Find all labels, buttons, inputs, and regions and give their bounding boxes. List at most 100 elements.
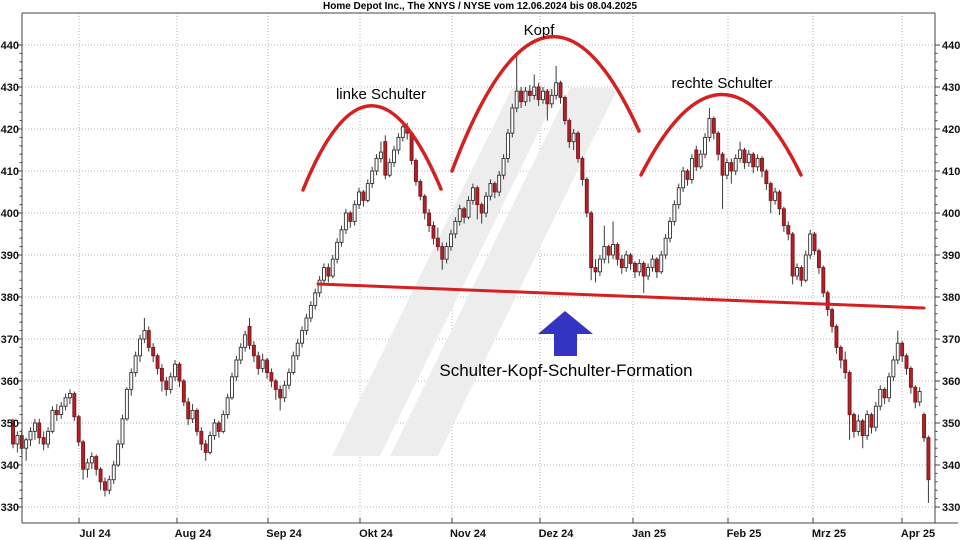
candle — [799, 267, 804, 281]
candle — [843, 359, 848, 374]
y-tick-label-right: 430 — [942, 82, 960, 94]
y-tick-label-right: 390 — [942, 250, 960, 262]
candle — [313, 292, 318, 306]
candles — [11, 53, 931, 503]
candle — [755, 157, 760, 168]
candle — [378, 151, 383, 159]
candle — [781, 208, 786, 227]
candle — [650, 258, 655, 269]
candle — [711, 118, 716, 134]
candle — [286, 372, 291, 386]
candle — [584, 178, 589, 214]
candle — [339, 229, 344, 243]
candle — [873, 405, 878, 428]
candle — [256, 355, 261, 369]
candle — [654, 258, 659, 273]
y-tick-label-left: 380 — [1, 292, 19, 304]
candle — [668, 220, 672, 239]
candle — [129, 372, 134, 390]
candle — [571, 132, 576, 143]
candle — [795, 267, 799, 277]
candle — [729, 162, 734, 172]
candle — [265, 359, 269, 374]
candle — [151, 346, 156, 357]
candle — [676, 187, 681, 206]
candle — [251, 344, 256, 357]
neckline — [316, 282, 926, 310]
y-tick-label-right: 370 — [942, 334, 960, 346]
candle — [195, 409, 199, 432]
candle — [672, 204, 677, 222]
candle — [681, 170, 686, 189]
candle — [659, 254, 664, 273]
candle — [67, 393, 72, 399]
candle — [611, 244, 616, 256]
candle — [698, 153, 703, 168]
candle — [138, 338, 142, 357]
x-tick-label: Feb 25 — [727, 528, 762, 540]
candle — [453, 220, 458, 235]
chart-title: Home Depot Inc., The XNYS / NYSE vom 12.… — [322, 1, 638, 12]
y-tick-label-left: 370 — [1, 334, 19, 346]
candle — [374, 157, 379, 172]
candle — [484, 195, 488, 214]
y-tick-label-right: 420 — [942, 124, 960, 136]
candle — [619, 258, 624, 269]
candle — [505, 132, 510, 159]
candle — [418, 181, 423, 197]
candle — [720, 153, 725, 176]
candle — [208, 435, 213, 453]
candle — [181, 380, 186, 403]
candle — [383, 141, 388, 176]
axes: 330 330 340 340 350 350 360 360 370 370 380 380 390 3… — [1, 12, 960, 540]
candle — [357, 191, 361, 206]
right-shoulder-arc — [639, 92, 803, 177]
candle — [606, 246, 611, 256]
y-tick-label-right: 440 — [942, 40, 960, 52]
candle — [549, 94, 554, 105]
candle — [199, 430, 204, 445]
candle — [63, 397, 68, 407]
candle — [230, 376, 234, 399]
candle — [221, 414, 226, 432]
candle — [400, 126, 405, 138]
y-tick-label-right: 330 — [942, 502, 960, 514]
candle — [177, 363, 182, 382]
candle — [562, 97, 567, 122]
candle — [427, 212, 432, 227]
candle — [322, 267, 326, 281]
x-tick-label: Okt 24 — [359, 528, 394, 540]
candle — [663, 237, 668, 256]
candle — [37, 422, 42, 439]
candle — [541, 90, 545, 101]
candle — [295, 342, 300, 357]
candle — [742, 149, 747, 164]
candle — [816, 250, 821, 269]
candle — [260, 359, 265, 369]
candle — [703, 136, 707, 155]
candle — [488, 183, 493, 197]
candle — [155, 355, 160, 369]
candle — [81, 441, 86, 470]
candle — [365, 183, 370, 201]
candle — [449, 233, 453, 248]
left-shoulder-label: linke Schulter — [335, 86, 427, 103]
candle — [847, 372, 852, 416]
candle — [716, 132, 721, 155]
candle — [510, 107, 515, 134]
candle — [764, 170, 769, 185]
candle — [821, 267, 826, 294]
candle — [440, 246, 445, 260]
candle — [422, 195, 427, 214]
breakout-arrow-icon — [538, 311, 593, 356]
candle — [904, 355, 909, 369]
candle — [124, 388, 129, 420]
candle — [514, 90, 519, 109]
y-tick-label-left: 440 — [1, 40, 19, 52]
candle — [470, 187, 475, 201]
candle — [234, 359, 239, 378]
candle — [887, 376, 891, 399]
candle — [891, 359, 896, 378]
candle — [111, 464, 116, 481]
